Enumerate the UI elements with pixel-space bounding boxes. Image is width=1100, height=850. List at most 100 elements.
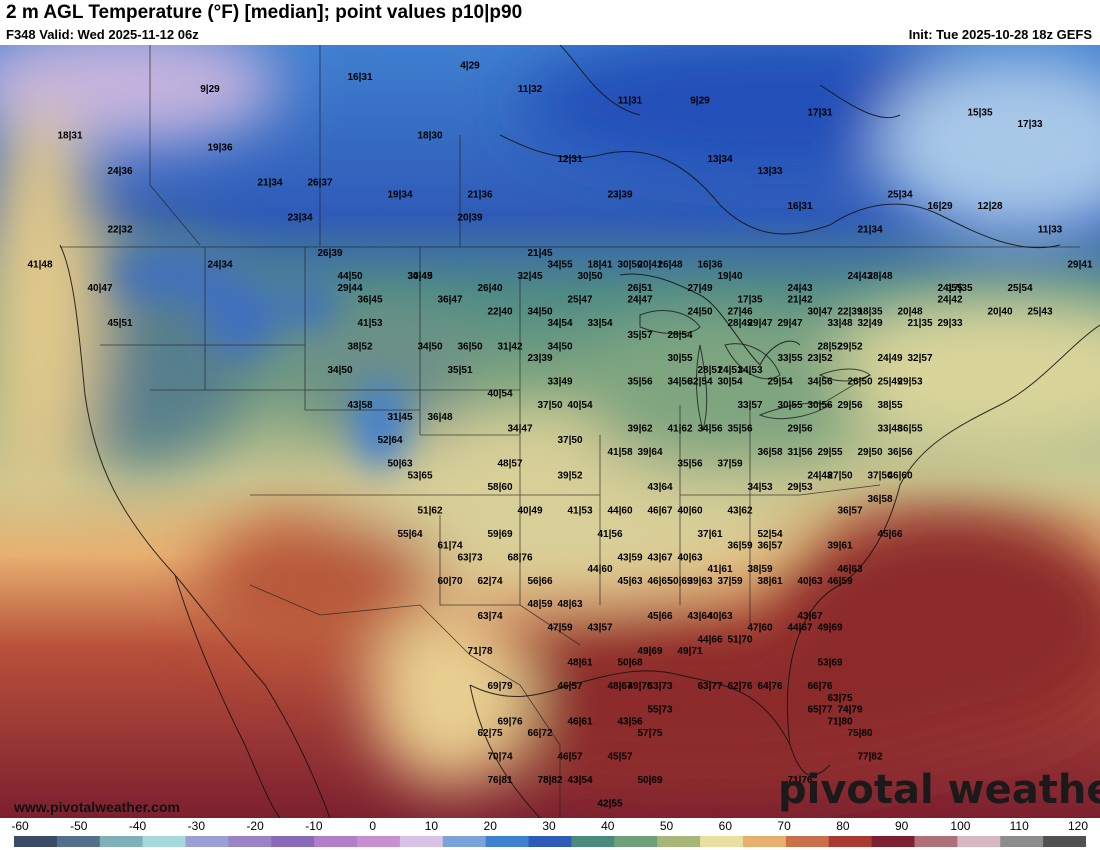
point-value: 45|51 <box>107 318 132 329</box>
point-value: 34|45 <box>407 271 432 282</box>
point-value: 39|61 <box>827 541 852 552</box>
point-value: 35|56 <box>727 424 752 435</box>
temperature-shading <box>0 45 1100 785</box>
legend-tick-label: 70 <box>777 819 791 833</box>
color-bar-segment <box>142 836 187 847</box>
legend-tick-label: 80 <box>836 819 850 833</box>
point-value: 29|53 <box>787 482 812 493</box>
point-value: 29|52 <box>837 342 862 353</box>
point-value: 46|57 <box>557 751 582 762</box>
point-value: 23|34 <box>287 213 312 224</box>
point-value: 63|75 <box>827 693 852 704</box>
point-value: 53|73 <box>647 681 672 692</box>
color-bar <box>14 836 1086 847</box>
legend-tick-label: 120 <box>1067 819 1089 833</box>
point-values-layer: 9|29 16|31 4|29 11|32 11|31 9|29 17|31 15|35 17|… <box>27 60 1092 809</box>
point-value: 12|31 <box>557 154 582 165</box>
point-value: 40|60 <box>677 506 702 517</box>
point-value: 76|81 <box>487 775 512 786</box>
point-value: 41|62 <box>667 424 692 435</box>
point-value: 39|64 <box>637 447 662 458</box>
point-value: 16|36 <box>697 260 722 271</box>
point-value: 21|34 <box>257 178 282 189</box>
point-value: 16|31 <box>787 201 812 212</box>
point-value: 43|64 <box>647 482 672 493</box>
point-value: 39|62 <box>627 424 652 435</box>
pivotal-weather-logo: pivotal weather <box>778 767 1100 813</box>
point-value: 40|47 <box>87 283 112 294</box>
point-value: 39|52 <box>557 470 582 481</box>
point-value: 41|53 <box>567 506 592 517</box>
point-value: 37|59 <box>717 459 742 470</box>
point-value: 51|62 <box>417 506 442 517</box>
point-value: 25|43 <box>1027 306 1052 317</box>
point-value: 77|82 <box>857 751 882 762</box>
point-value: 48|61 <box>567 658 592 669</box>
point-value: 26|39 <box>317 248 342 259</box>
point-value: 34|53 <box>747 482 772 493</box>
color-bar-segment <box>56 836 101 847</box>
point-value: 46|65 <box>647 576 672 587</box>
point-value: 22|40 <box>487 306 512 317</box>
point-value: 34|47 <box>507 424 532 435</box>
point-value: 50|69 <box>667 576 692 587</box>
point-value: 23|39 <box>607 189 632 200</box>
point-value: 48|63 <box>557 599 582 610</box>
point-value: 33|55 <box>777 353 802 364</box>
color-bar-segment <box>185 836 229 847</box>
point-value: 37|50 <box>537 400 562 411</box>
point-value: 33|48 <box>827 318 852 329</box>
color-bar-segment <box>1000 836 1044 847</box>
point-value: 59|69 <box>487 529 512 540</box>
point-value: 25|49 <box>877 377 902 388</box>
point-value: 75|80 <box>847 728 872 739</box>
point-value: 50|69 <box>637 775 662 786</box>
point-value: 49|69 <box>637 646 662 657</box>
point-value: 48|57 <box>497 459 522 470</box>
point-value: 40|49 <box>517 506 542 517</box>
color-bar-segment <box>357 836 401 847</box>
point-value: 29|54 <box>767 377 792 388</box>
point-value: 24|55 <box>937 283 962 294</box>
point-value: 63|73 <box>457 552 482 563</box>
point-value: 45|66 <box>647 611 672 622</box>
point-value: 32|45 <box>517 271 542 282</box>
point-value: 35|56 <box>627 377 652 388</box>
point-value: 24|47 <box>627 295 652 306</box>
point-value: 29|55 <box>817 447 842 458</box>
point-value: 50|68 <box>617 658 642 669</box>
point-value: 9|29 <box>690 96 710 107</box>
color-bar-segment <box>442 836 487 847</box>
point-value: 71|78 <box>467 646 492 657</box>
legend-tick-label: -60 <box>11 819 29 833</box>
point-value: 44|67 <box>787 623 812 634</box>
point-value: 28|48 <box>867 271 892 282</box>
coastlines <box>59 45 1100 818</box>
point-value: 60|70 <box>437 576 462 587</box>
point-value: 24|48 <box>807 470 832 481</box>
point-value: 35|51 <box>447 365 472 376</box>
legend-tick-label: -20 <box>246 819 264 833</box>
point-value: 71|76 <box>787 775 812 786</box>
legend-tick-label: 50 <box>659 819 674 833</box>
point-value: 30|55 <box>667 353 692 364</box>
point-value: 43|59 <box>617 552 642 563</box>
point-value: 19|34 <box>387 189 412 200</box>
color-bar-segment <box>871 836 916 847</box>
point-value: 26|48 <box>657 260 682 271</box>
point-value: 29|41 <box>1067 260 1092 271</box>
map-canvas: 9|29 16|31 4|29 11|32 11|31 9|29 17|31 15|35 17|… <box>0 45 1100 818</box>
point-value: 20|48 <box>897 306 922 317</box>
point-value: 63|77 <box>697 681 722 692</box>
legend-tick-label: 40 <box>601 819 615 833</box>
point-value: 48|67 <box>607 681 632 692</box>
point-value: 29|33 <box>937 318 962 329</box>
point-value: 34|50 <box>417 342 442 353</box>
color-bar-segment <box>399 836 444 847</box>
point-value: 21|45 <box>527 248 552 259</box>
point-value: 43|64 <box>687 611 712 622</box>
point-value: 17|33 <box>1017 119 1042 130</box>
point-value: 32|54 <box>687 377 712 388</box>
point-value: 55|73 <box>647 705 672 716</box>
color-bar-segment <box>1043 836 1086 847</box>
